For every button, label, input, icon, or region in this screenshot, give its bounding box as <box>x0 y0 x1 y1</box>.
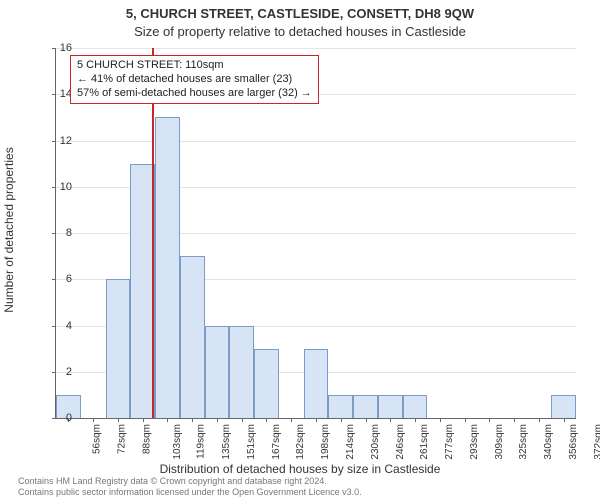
gridline <box>56 141 576 142</box>
x-tick-label: 277sqm <box>444 424 455 460</box>
y-tick-label: 2 <box>32 366 72 378</box>
x-tick-label: 325sqm <box>518 424 529 460</box>
y-tick-label: 16 <box>32 42 72 54</box>
footer-attribution: Contains HM Land Registry data © Crown c… <box>18 476 362 497</box>
y-tick-label: 14 <box>32 88 72 100</box>
x-tick-mark <box>465 418 466 422</box>
chart-container: 5, CHURCH STREET, CASTLESIDE, CONSETT, D… <box>0 0 600 500</box>
x-tick-label: 151sqm <box>246 424 257 460</box>
x-tick-label: 135sqm <box>221 424 232 460</box>
chart-title-line1: 5, CHURCH STREET, CASTLESIDE, CONSETT, D… <box>0 6 600 21</box>
x-tick-label: 182sqm <box>296 424 307 460</box>
histogram-bar <box>229 326 254 419</box>
x-tick-mark <box>440 418 441 422</box>
x-tick-mark <box>564 418 565 422</box>
y-axis-label: Number of detached properties <box>2 147 16 312</box>
histogram-bar <box>254 349 279 418</box>
x-tick-mark <box>242 418 243 422</box>
x-tick-mark <box>341 418 342 422</box>
gridline <box>56 48 576 49</box>
x-tick-mark <box>118 418 119 422</box>
annotation-line1: 5 CHURCH STREET: 110sqm <box>77 59 312 73</box>
histogram-bar <box>155 117 180 418</box>
y-tick-label: 8 <box>32 227 72 239</box>
x-tick-label: 214sqm <box>345 424 356 460</box>
histogram-bar <box>328 395 353 418</box>
annotation-box: 5 CHURCH STREET: 110sqm ← 41% of detache… <box>70 55 319 104</box>
x-tick-label: 293sqm <box>469 424 480 460</box>
x-tick-mark <box>489 418 490 422</box>
x-tick-label: 103sqm <box>172 424 183 460</box>
x-tick-mark <box>143 418 144 422</box>
x-tick-mark <box>192 418 193 422</box>
histogram-bar <box>551 395 576 418</box>
x-tick-label: 167sqm <box>271 424 282 460</box>
x-tick-label: 372sqm <box>593 424 600 460</box>
x-tick-label: 119sqm <box>196 424 207 459</box>
x-tick-label: 230sqm <box>370 424 381 460</box>
x-tick-mark <box>366 418 367 422</box>
histogram-bar <box>304 349 329 418</box>
x-tick-mark <box>316 418 317 422</box>
y-tick-label: 6 <box>32 273 72 285</box>
histogram-bar <box>403 395 428 418</box>
footer-line1: Contains HM Land Registry data © Crown c… <box>18 476 362 486</box>
y-tick-label: 0 <box>32 412 72 424</box>
x-tick-label: 309sqm <box>494 424 505 460</box>
x-tick-label: 340sqm <box>543 424 554 460</box>
x-tick-label: 261sqm <box>419 424 430 460</box>
histogram-bar <box>180 256 205 418</box>
y-tick-label: 4 <box>32 320 72 332</box>
x-tick-mark <box>217 418 218 422</box>
chart-title-line2: Size of property relative to detached ho… <box>0 24 600 39</box>
x-tick-mark <box>266 418 267 422</box>
x-tick-label: 246sqm <box>395 424 406 460</box>
x-tick-label: 56sqm <box>92 424 103 454</box>
histogram-bar <box>205 326 230 419</box>
x-tick-label: 72sqm <box>117 424 128 454</box>
y-tick-label: 12 <box>32 135 72 147</box>
x-tick-label: 88sqm <box>141 424 152 454</box>
histogram-bar <box>106 279 131 418</box>
x-tick-label: 356sqm <box>568 424 579 460</box>
x-tick-mark <box>167 418 168 422</box>
x-axis-label: Distribution of detached houses by size … <box>0 462 600 476</box>
x-tick-mark <box>539 418 540 422</box>
annotation-line2: ← 41% of detached houses are smaller (23… <box>77 73 312 87</box>
x-tick-mark <box>415 418 416 422</box>
y-tick-label: 10 <box>32 181 72 193</box>
x-tick-mark <box>93 418 94 422</box>
x-tick-mark <box>390 418 391 422</box>
x-tick-mark <box>291 418 292 422</box>
annotation-line3: 57% of semi-detached houses are larger (… <box>77 87 312 101</box>
x-tick-mark <box>514 418 515 422</box>
footer-line2: Contains public sector information licen… <box>18 487 362 497</box>
histogram-bar <box>378 395 403 418</box>
histogram-bar <box>353 395 378 418</box>
x-tick-label: 198sqm <box>320 424 331 460</box>
